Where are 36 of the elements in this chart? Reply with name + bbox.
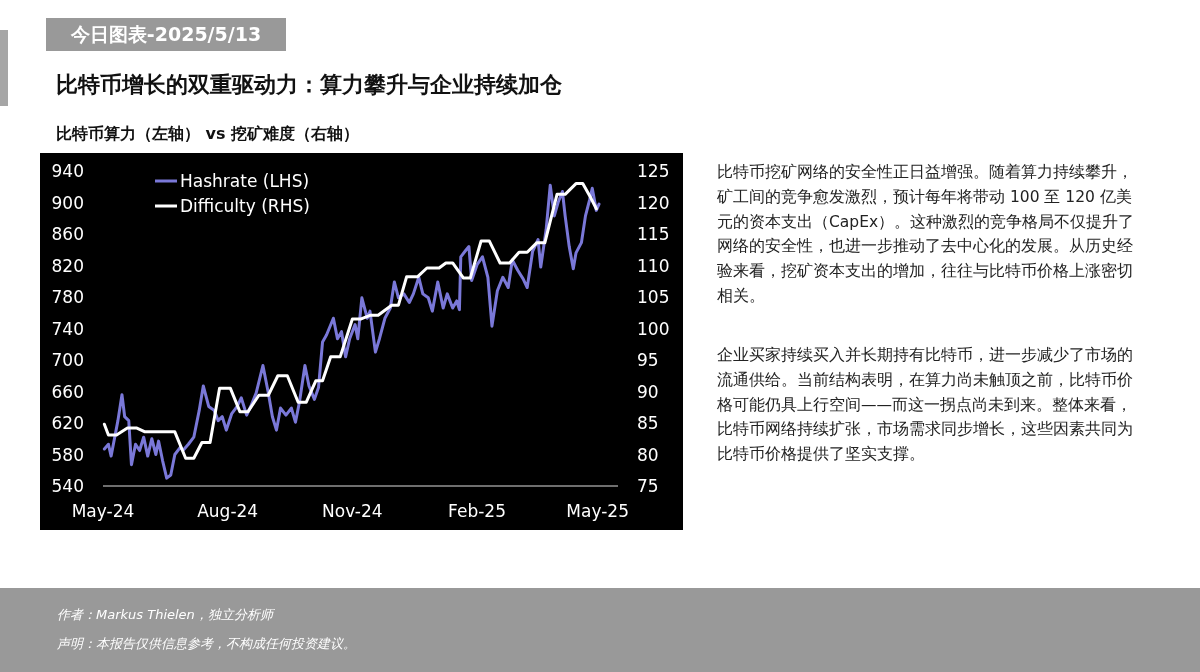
y2-tick-label: 110 <box>637 255 670 276</box>
y2-tick-label: 100 <box>637 318 670 339</box>
y-tick-label: 900 <box>51 192 84 213</box>
text: 作者：Markus Thielen，独立分析师 <box>57 606 276 624</box>
y2-tick-label: 120 <box>637 192 670 213</box>
x-tick-label: May-24 <box>71 501 135 521</box>
y2-tick-label: 125 <box>637 161 670 181</box>
y2-tick-label: 80 <box>637 444 659 465</box>
text: 比特币挖矿网络的安全性正日益增强。随着算力持续攀升，矿工间的竞争愈发激烈，预计每年将带动 100 至 120 亿美元的资本支出（CapEx）。这种激烈的竞争格局不仅提升了网络的安全性，也进一步推动了去中心化的发展。从历史经验来看，挖矿资本支出的增加，往往与比特币价格上涨密切相关。 <box>717 162 1136 307</box>
text: 声明：本报告仅供信息参考，不构成任何投资建议。 <box>57 635 357 653</box>
x-tick-label: Feb-25 <box>448 501 506 521</box>
y2-tick-label: 85 <box>637 413 659 433</box>
y2-tick-label: 90 <box>637 381 659 402</box>
y-tick-label: 700 <box>51 350 84 370</box>
y-tick-label: 860 <box>51 224 84 244</box>
y2-tick-label: 115 <box>637 224 670 244</box>
y-tick-label: 740 <box>51 318 84 339</box>
x-tick-label: Aug-24 <box>197 501 259 521</box>
x-tick-label: Nov-24 <box>322 501 383 521</box>
legend-label: Difficulty (RHS) <box>180 196 310 216</box>
chart-title: 比特币增长的双重驱动力：算力攀升与企业持续加仓 <box>56 71 562 99</box>
x-tick-label: May-25 <box>566 501 629 521</box>
y-tick-label: 660 <box>51 381 84 402</box>
y2-tick-label: 95 <box>637 350 659 370</box>
y2-tick-label: 105 <box>637 287 670 307</box>
chart-subtitle: 比特币算力（左轴） vs 挖矿难度（右轴） <box>56 124 360 145</box>
y-tick-label: 620 <box>51 413 84 433</box>
y-tick-label: 780 <box>51 287 84 307</box>
y-tick-label: 820 <box>51 255 84 276</box>
text: 今日图表-2025/5/13 <box>46 18 286 51</box>
y-tick-label: 940 <box>51 161 84 181</box>
y-tick-label: 580 <box>51 444 84 465</box>
legend-label: Hashrate (LHS) <box>180 171 310 191</box>
text: 企业买家持续买入并长期持有比特币，进一步减少了市场的流通供给。当前结构表明，在算力尚未触顶之前，比特币价格可能仍具上行空间——而这一拐点尚未到来。整体来看，比特币网络持续扩张，市场需求同步增长，这些因素共同为比特币价格提供了坚实支撑。 <box>717 345 1134 466</box>
y-tick-label: 540 <box>51 476 84 496</box>
y2-tick-label: 75 <box>637 476 659 496</box>
